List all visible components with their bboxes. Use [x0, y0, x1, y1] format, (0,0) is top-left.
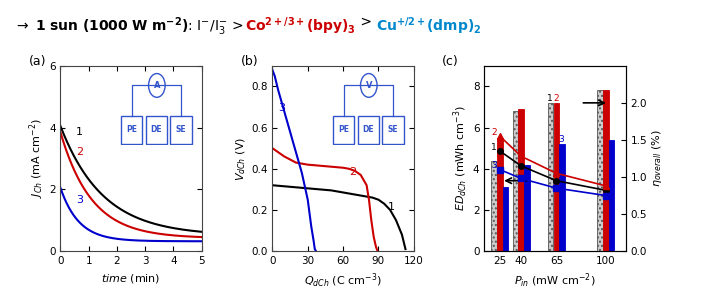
Text: >: > — [356, 15, 376, 29]
Bar — [609, 140, 614, 251]
Text: (c): (c) — [442, 55, 459, 68]
Text: $\rightarrow$ $\mathbf{1\ sun\ (1000\ W\ m^{-2})}$: I$^{-}$/I$_{3}^{-}$ >: $\rightarrow$ $\mathbf{1\ sun\ (1000\ W\… — [14, 15, 245, 38]
Text: 3: 3 — [278, 103, 285, 113]
Text: 3: 3 — [559, 135, 565, 144]
Text: 1: 1 — [547, 94, 553, 103]
Y-axis label: $ED_{dCh}$ (mWh cm$^{-3}$): $ED_{dCh}$ (mWh cm$^{-3}$) — [452, 106, 470, 211]
Bar — [560, 144, 565, 251]
Text: $\mathbf{Cu^{+/2+}(dmp)_{2}}$: $\mathbf{Cu^{+/2+}(dmp)_{2}}$ — [376, 15, 482, 36]
Text: 1: 1 — [76, 127, 83, 137]
Text: 2: 2 — [76, 147, 83, 157]
Y-axis label: $V_{dCh}$ (V): $V_{dCh}$ (V) — [235, 136, 248, 181]
Text: 2: 2 — [553, 94, 559, 103]
X-axis label: $Q_{dCh}$ (C cm$^{-3}$): $Q_{dCh}$ (C cm$^{-3}$) — [304, 271, 382, 290]
Bar — [497, 138, 503, 251]
Bar — [554, 103, 559, 251]
Bar — [524, 165, 530, 251]
Text: 2: 2 — [349, 167, 356, 177]
Bar — [503, 187, 508, 251]
Bar — [518, 109, 524, 251]
Y-axis label: $J_{Ch}$ (mA cm$^{-2}$): $J_{Ch}$ (mA cm$^{-2}$) — [28, 118, 46, 199]
X-axis label: $P_{in}$ (mW cm$^{-2}$): $P_{in}$ (mW cm$^{-2}$) — [514, 271, 596, 290]
Bar — [603, 91, 609, 251]
Y-axis label: $\eta_{overall}$ (%): $\eta_{overall}$ (%) — [650, 130, 664, 187]
Text: 3: 3 — [76, 195, 83, 205]
Text: 1: 1 — [387, 202, 395, 212]
X-axis label: $\it{time}$ (min): $\it{time}$ (min) — [102, 271, 161, 285]
Text: 1: 1 — [491, 143, 497, 152]
Bar — [491, 161, 497, 251]
Text: $\mathbf{Co^{2+/3+}(bpy)_{3}}$: $\mathbf{Co^{2+/3+}(bpy)_{3}}$ — [245, 15, 356, 36]
Bar — [513, 111, 518, 251]
Text: (b): (b) — [241, 55, 259, 68]
Bar — [597, 91, 603, 251]
Text: 3: 3 — [491, 161, 497, 170]
Bar — [548, 103, 553, 251]
Text: 2: 2 — [491, 128, 497, 137]
Text: (a): (a) — [29, 55, 47, 68]
